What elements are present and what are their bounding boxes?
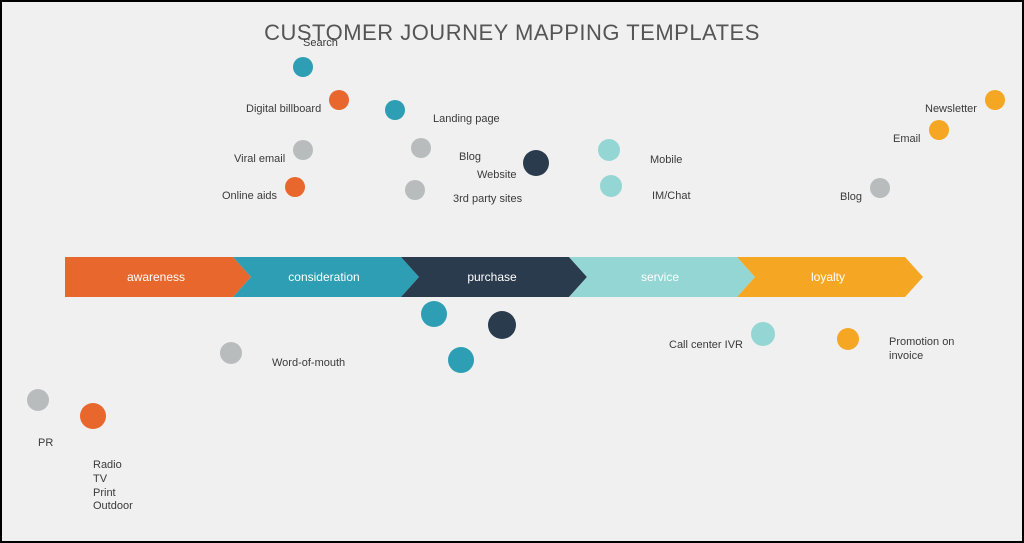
stage-label: awareness	[127, 270, 189, 284]
touchpoint: Blog	[840, 188, 900, 208]
stage-label: purchase	[467, 270, 520, 284]
touchpoint-dot	[293, 57, 313, 77]
touchpoint-label: Blog	[840, 191, 862, 205]
touchpoint: Landing page	[395, 110, 500, 130]
touchpoint: IM/Chat	[611, 186, 691, 208]
stage-purchase: purchase	[401, 257, 587, 297]
touchpoint-label: Online aids	[222, 190, 277, 204]
touchpoint-dot	[80, 403, 106, 429]
stage-label: service	[641, 270, 683, 284]
touchpoint-dot	[929, 120, 949, 140]
touchpoint-dot	[329, 90, 349, 110]
touchpoint-dot	[751, 322, 775, 346]
touchpoint-dot	[870, 178, 890, 198]
touchpoint: Email	[893, 130, 959, 150]
touchpoint-dot	[385, 100, 405, 120]
touchpoint	[502, 325, 530, 353]
touchpoint-dot	[293, 140, 313, 160]
touchpoint: 3rd party sites	[415, 190, 522, 210]
touchpoint-dot	[488, 311, 516, 339]
touchpoint-dot	[985, 90, 1005, 110]
journey-canvas: CUSTOMER JOURNEY MAPPING TEMPLATES aware…	[2, 2, 1022, 541]
touchpoint-dot	[27, 389, 49, 411]
touchpoint	[434, 314, 460, 340]
touchpoint-label: PR	[38, 437, 53, 451]
touchpoint-label: Newsletter	[925, 103, 977, 117]
touchpoint-label: 3rd party sites	[453, 193, 522, 207]
touchpoint-label: Viral email	[234, 153, 285, 167]
touchpoint: PR	[38, 400, 60, 451]
touchpoint: Mobile	[609, 150, 682, 172]
touchpoint: Promotion on invoice	[848, 336, 969, 364]
touchpoint-label: Mobile	[650, 154, 682, 168]
touchpoint-label: Radio TV Print Outdoor	[93, 459, 133, 514]
touchpoint-label: Website	[477, 169, 517, 183]
touchpoint-dot	[837, 328, 859, 350]
stage-label: consideration	[288, 270, 363, 284]
touchpoint-label: IM/Chat	[652, 190, 691, 204]
touchpoint: Radio TV Print Outdoor	[93, 416, 133, 514]
touchpoint-label: Landing page	[433, 113, 500, 127]
touchpoint-label: Call center IVR	[669, 339, 743, 353]
touchpoint: Newsletter	[925, 100, 1015, 120]
stage-consideration: consideration	[233, 257, 419, 297]
touchpoint	[461, 360, 487, 386]
touchpoint: Viral email	[234, 150, 323, 170]
touchpoint: Search	[303, 37, 338, 87]
stage-service: service	[569, 257, 755, 297]
touchpoint: Digital billboard	[246, 100, 359, 120]
touchpoint-label: Search	[303, 37, 338, 51]
stage-label: loyalty	[811, 270, 849, 284]
touchpoint: Call center IVR	[669, 334, 787, 358]
touchpoint-dot	[405, 180, 425, 200]
touchpoint-dot	[448, 347, 474, 373]
touchpoint-dot	[220, 342, 242, 364]
touchpoint: Website	[477, 163, 562, 189]
touchpoint-dot	[411, 138, 431, 158]
touchpoint-label: Email	[893, 133, 921, 147]
touchpoint: Online aids	[222, 187, 315, 207]
touchpoint-dot	[523, 150, 549, 176]
touchpoint-dot	[598, 139, 620, 161]
stage-loyalty: loyalty	[737, 257, 923, 297]
touchpoint: Word-of-mouth	[231, 353, 345, 375]
stage-awareness: awareness	[65, 257, 251, 297]
page-title: CUSTOMER JOURNEY MAPPING TEMPLATES	[2, 20, 1022, 46]
touchpoint-label: Word-of-mouth	[272, 357, 345, 371]
touchpoint: Blog	[421, 148, 481, 168]
touchpoint-dot	[285, 177, 305, 197]
touchpoint-label: Promotion on invoice	[889, 336, 969, 364]
touchpoint-dot	[600, 175, 622, 197]
touchpoint-label: Digital billboard	[246, 103, 321, 117]
stage-row: awareness consideration purchase service loy…	[65, 257, 923, 297]
touchpoint-dot	[421, 301, 447, 327]
